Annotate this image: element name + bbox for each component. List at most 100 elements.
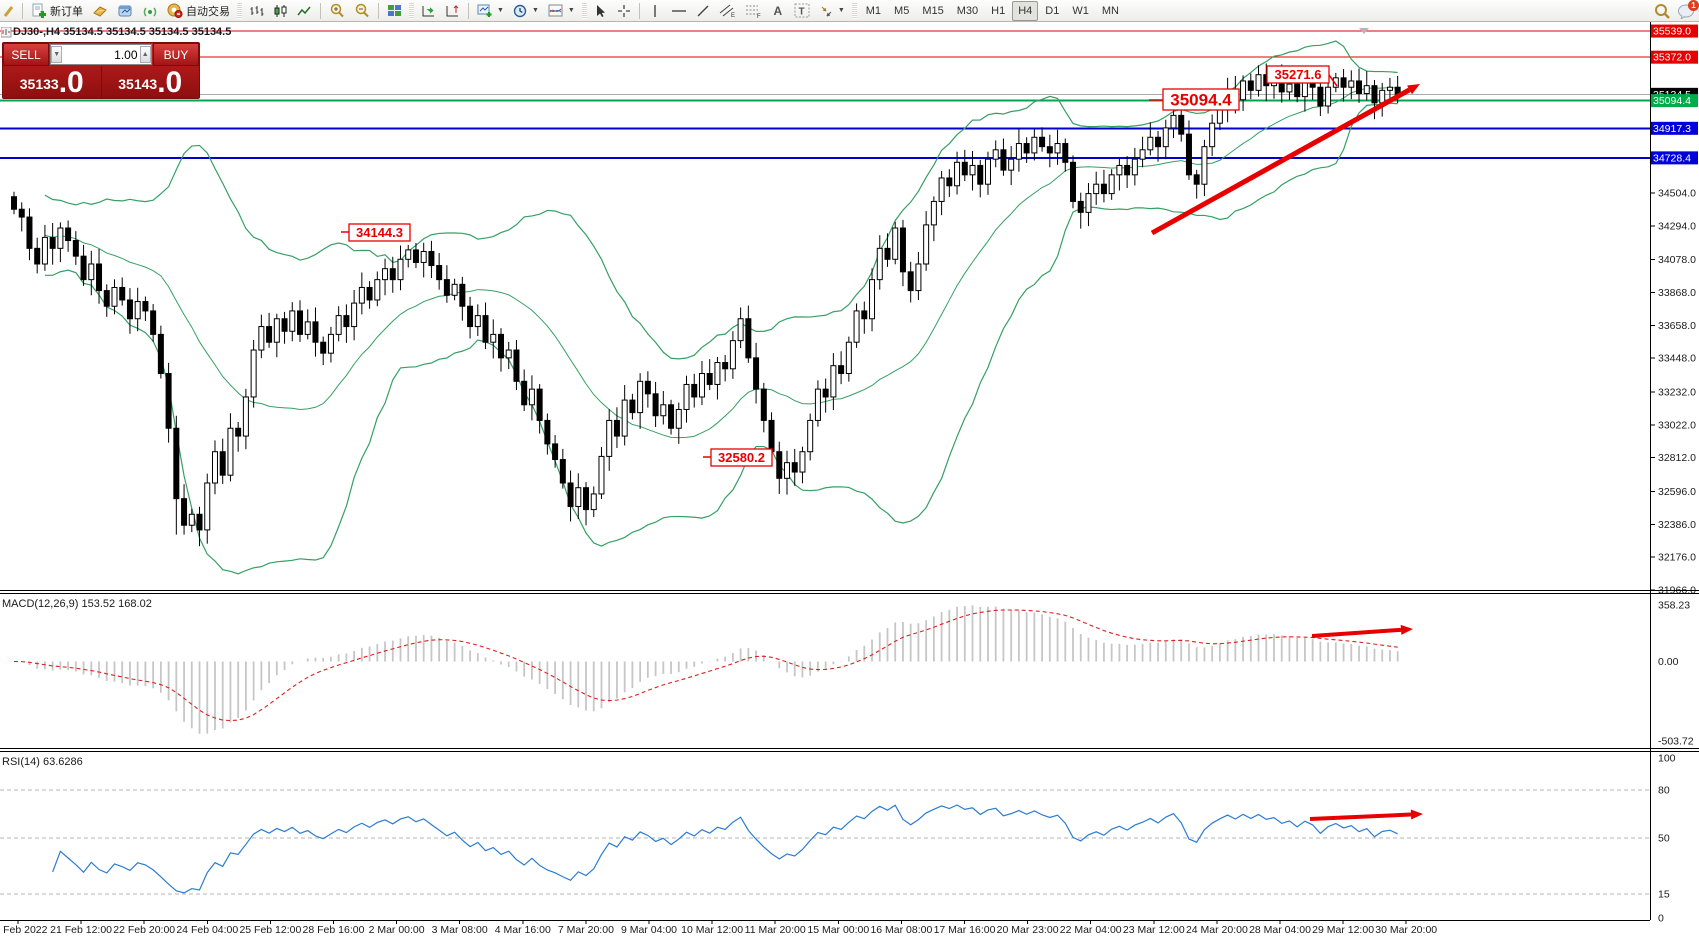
bollinger-lower-band [44,102,1398,575]
arrows-dropdown[interactable]: ▼ [815,1,849,21]
timeframe-w1[interactable]: W1 [1072,4,1089,17]
tile-windows-button[interactable] [383,1,406,21]
buy-price: 35143.0 [102,66,200,98]
time-tick-label: 10 Mar 12:00 [681,924,743,936]
price-level-badge [1651,24,1698,38]
text-tool[interactable]: A [773,3,783,18]
zoom-in-icon [330,3,344,18]
macd-signal-line [13,609,1398,722]
price-level-badge [1651,94,1698,108]
dropdown-caret: ▼ [497,7,504,14]
main-toolbar: 新订单 自动交易 ▼ ▼ [0,0,1699,22]
crosshair-icon [617,4,630,17]
macd-tick-label: 358.23 [1658,599,1690,611]
bar-chart-button[interactable] [245,1,268,21]
periods-dropdown[interactable]: ▼ [509,1,543,21]
bar-chart-icon [250,5,264,16]
fibonacci-tool[interactable]: F [741,1,766,21]
timeframe-mn[interactable]: MN [1101,4,1119,17]
price-tick-label: 33658.0 [1658,320,1696,332]
price-chart[interactable]: 34504.0 34294.0 34078.0 33868.0 33658.0 33448… [0,22,1699,939]
one-click-trading-panel: SELL ▼ ▲ BUY 35133.0 35143.0 [2,42,200,99]
dropdown-caret: ▼ [837,7,845,14]
candlestick-chart-icon [274,4,287,17]
channel-icon: E [719,4,735,18]
time-tick-label: 21 Feb 12:00 [50,924,112,936]
price-level-badge-text: 35372.0 [1653,52,1691,64]
text-label-tool[interactable]: T [790,1,814,21]
autotrading-icon [167,3,183,18]
timeframe-m30[interactable]: M30 [956,4,979,17]
price-tick-label: 33868.0 [1658,287,1696,299]
notifications-button[interactable]: 1 [1677,0,1699,19]
chart-window[interactable]: DJ30-,H4 35134.5 35134.5 35134.5 35134.5… [0,22,1699,939]
svg-text:F: F [757,14,761,18]
horizontal-line-tool[interactable] [667,1,691,21]
volume-stepper[interactable]: ▼ ▲ [50,44,152,65]
cursor-tool-button[interactable] [590,1,612,21]
volume-decrease-button[interactable]: ▼ [51,46,63,63]
timeframe-h1[interactable]: H1 [991,4,1006,17]
sell-price-pip: .0 [58,66,84,99]
search-icon [1655,4,1670,19]
timeframe-h4[interactable]: H4 [1012,0,1039,21]
dropdown-caret: ▼ [531,7,539,14]
new-chart-dropdown[interactable]: ▼ [473,1,508,21]
clipped-edge-icon [0,1,18,21]
zoom-in-button[interactable] [325,1,349,21]
svg-text:E: E [731,13,735,18]
trendline-icon [697,5,709,16]
price-annotation-text: 34144.3 [356,225,403,240]
time-tick-label: 24 Feb 04:00 [176,924,238,936]
price-annotation-box [1266,65,1330,84]
signals-button[interactable] [138,1,162,21]
crosshair-tool-button[interactable] [613,1,635,21]
sell-price-main: 35133 [19,76,59,92]
equidistant-channel-tool[interactable]: E [715,1,740,21]
new-order-label: 新订单 [50,5,83,18]
vertical-line-tool[interactable] [644,1,666,21]
profiles-button[interactable] [113,1,137,21]
fibonacci-icon: F [745,5,761,18]
zoom-out-button[interactable] [350,1,374,21]
timeframe-d1[interactable]: D1 [1045,4,1060,17]
time-tick-label: 28 Mar 04:00 [1249,924,1311,936]
trend-arrow [1311,627,1402,638]
sell-button[interactable]: SELL [3,43,49,66]
chart-shift-marker [1359,28,1369,34]
rsi-tick-label: 100 [1658,753,1676,765]
notification-badge: 1 [1688,0,1699,11]
time-tick-label: 15 Mar 00:00 [807,924,869,936]
price-tick-label: 32812.0 [1658,452,1696,464]
rsi-tick-label: 15 [1658,889,1670,901]
indicators-dropdown[interactable]: ▼ [544,1,579,21]
chart-shift-button[interactable] [441,1,464,21]
templates-button[interactable] [88,1,112,21]
time-tick-label: 3 Mar 08:00 [432,924,488,936]
rsi-tick-label: 0 [1658,913,1664,925]
timeframe-m1[interactable]: M1 [865,4,882,17]
new-order-button[interactable]: 新订单 [27,1,87,21]
svg-text:T: T [798,7,804,18]
search-button[interactable] [1654,3,1671,19]
price-level-badge-text: 34917.3 [1653,123,1691,135]
price-tick-label: 32596.0 [1658,486,1696,498]
trendline-tool[interactable] [692,1,714,21]
auto-scroll-icon [422,5,434,16]
auto-scroll-button[interactable] [417,1,440,21]
price-level-badge [1651,121,1698,135]
buy-button[interactable]: BUY [153,43,199,66]
candlestick-chart-button[interactable] [269,1,292,21]
buy-price-main: 35143 [118,76,158,92]
volume-input[interactable] [62,46,140,63]
sell-price: 35133.0 [3,66,102,98]
trend-arrow [1150,87,1411,236]
line-chart-button[interactable] [293,1,316,21]
timeframe-m5[interactable]: M5 [894,4,910,17]
new-order-icon [32,3,46,18]
timeframe-m15[interactable]: M15 [922,4,944,17]
volume-increase-button[interactable]: ▲ [139,46,151,63]
time-tick-label: 28 Feb 16:00 [303,924,365,936]
autotrading-button[interactable]: 自动交易 [163,1,234,21]
bollinger-upper-band [44,40,1398,360]
